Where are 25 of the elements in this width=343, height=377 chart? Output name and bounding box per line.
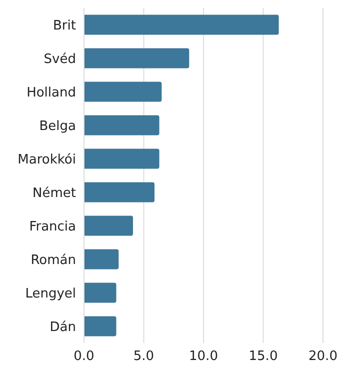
y-tick-label: Holland <box>26 85 76 100</box>
x-tick-label: 15.0 <box>248 349 278 364</box>
y-tick-label: Román <box>30 252 76 268</box>
x-tick-label: 20.0 <box>308 349 338 364</box>
bar <box>84 115 160 136</box>
bar <box>84 316 116 336</box>
y-tick-label: Francia <box>29 219 76 234</box>
y-tick-label: Lengyel <box>25 286 76 302</box>
bar <box>84 249 119 270</box>
y-tick-label: Brit <box>53 18 76 34</box>
x-tick-label: 5.0 <box>133 349 154 364</box>
y-tick-label: Marokkói <box>18 152 76 168</box>
bar <box>84 48 190 68</box>
bar <box>84 82 162 102</box>
y-tick-label: Belga <box>39 118 76 134</box>
x-tick-label: 0.0 <box>74 349 94 364</box>
bar <box>84 282 116 303</box>
bar <box>84 182 155 202</box>
bar <box>84 216 133 236</box>
y-tick-label: Dán <box>50 320 76 335</box>
y-tick-label: Német <box>32 186 76 201</box>
y-tick-label: Svéd <box>44 52 76 67</box>
x-tick-label: 10.0 <box>189 349 218 364</box>
bar <box>84 14 279 35</box>
bar <box>84 148 160 169</box>
